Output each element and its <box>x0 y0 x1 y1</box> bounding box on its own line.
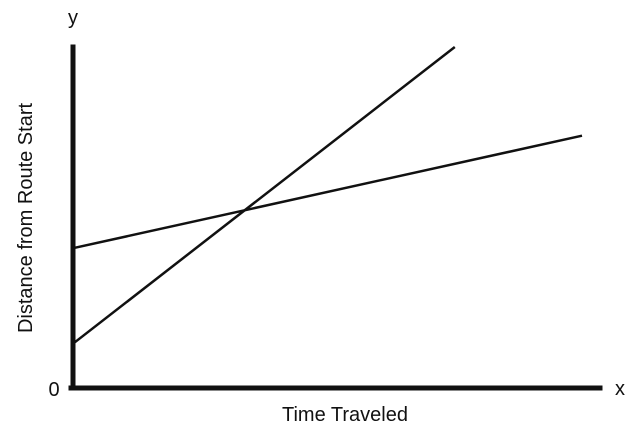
origin-label: 0 <box>48 379 59 401</box>
y-axis-letter: y <box>68 7 78 29</box>
series-layer <box>72 46 583 345</box>
axes <box>68 44 603 391</box>
y-axis-label: Distance from Route Start <box>15 103 37 334</box>
x-axis-letter: x <box>615 378 625 400</box>
series-line-2 <box>72 134 583 250</box>
series-line-1 <box>72 46 456 345</box>
x-axis-label: Time Traveled <box>282 404 408 426</box>
